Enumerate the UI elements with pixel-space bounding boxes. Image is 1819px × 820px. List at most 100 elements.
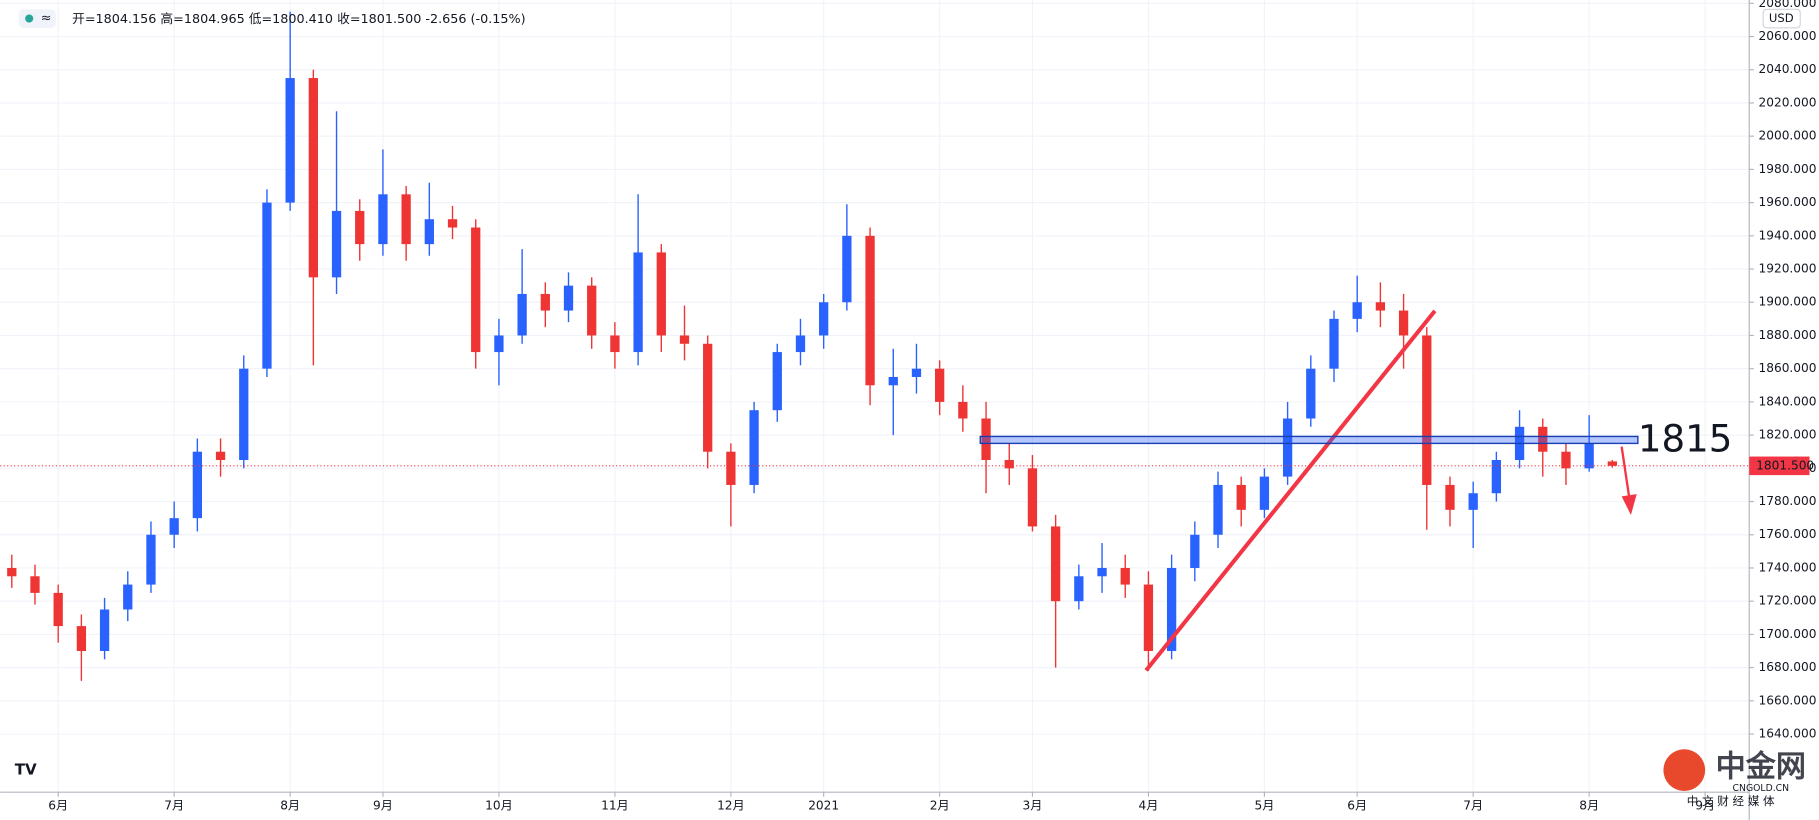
candle-body	[215, 451, 226, 461]
candle-body	[262, 202, 272, 369]
candle-body	[239, 368, 249, 461]
y-tick-label: 2020.000	[1758, 95, 1816, 109]
watermark-tag: 中 文 财 经 媒 体	[1687, 794, 1775, 808]
candle-body	[911, 368, 922, 377]
candle-body	[169, 518, 179, 535]
status-dot	[25, 14, 34, 23]
candle-body	[1468, 493, 1478, 510]
candle-body	[1166, 567, 1177, 652]
y-tick-label: 2080.000	[1758, 0, 1816, 10]
y-tick-label: 1920.000	[1758, 262, 1816, 276]
candle-body	[1352, 302, 1362, 319]
y-tick-label: 1760.000	[1758, 527, 1816, 541]
x-tick-label: 10月	[485, 799, 513, 813]
candle-body	[1120, 567, 1130, 585]
tv-logo	[9, 757, 42, 783]
y-tick-label: 1900.000	[1758, 295, 1816, 309]
candle-body	[1398, 310, 1409, 336]
y-tick-label: 1660.000	[1758, 693, 1816, 707]
candle-body	[610, 335, 620, 353]
trend-line	[1144, 309, 1437, 672]
x-tick-label: 2021	[808, 799, 839, 813]
x-tick-label: 6月	[1347, 799, 1367, 813]
candle-body	[726, 451, 736, 485]
candle-body	[1584, 443, 1594, 469]
arrow-shaft	[1620, 446, 1631, 502]
candle-body	[1259, 476, 1270, 510]
candle-body	[1607, 461, 1617, 466]
y-tick-label: 1780.000	[1758, 494, 1816, 508]
y-tick-label: 1960.000	[1758, 195, 1816, 209]
candle-body	[679, 335, 690, 344]
candle-body	[842, 235, 852, 303]
candle-body	[517, 293, 527, 336]
candle-body	[494, 335, 504, 353]
candle-body	[563, 285, 574, 311]
x-tick-label: 8月	[280, 799, 300, 813]
y-tick-label: 1680.000	[1758, 660, 1816, 674]
y-tick-label: 1940.000	[1758, 228, 1816, 242]
candle-body	[355, 210, 365, 245]
ohlc-header: 开=1804.156 高=1804.965 低=1800.410 收=1801.…	[72, 11, 526, 27]
tv-logo-text: TV	[15, 761, 37, 779]
candle-body	[308, 78, 318, 278]
candle-body	[146, 534, 156, 585]
candle-body	[865, 235, 875, 386]
candle-body	[888, 376, 898, 386]
candle-body	[331, 210, 342, 278]
x-tick-label: 12月	[717, 799, 745, 813]
candle-body	[703, 343, 713, 452]
candle-body	[1097, 567, 1107, 577]
x-tick-label: 4月	[1138, 799, 1158, 813]
candle-body	[1538, 426, 1548, 452]
x-tick-label: 9月	[373, 799, 393, 813]
candle-body	[1143, 584, 1154, 652]
candle-body	[1306, 368, 1316, 419]
x-tick-label: 7月	[164, 799, 184, 813]
candle-body	[1329, 318, 1339, 369]
y-tick-label: 2060.000	[1758, 29, 1816, 43]
y-tick-label: 1720.000	[1758, 594, 1816, 608]
x-tick-label: 9月	[1695, 799, 1715, 813]
y-tick-label: 1740.000	[1758, 560, 1816, 574]
candle-body	[656, 252, 666, 336]
candle-body	[633, 252, 643, 353]
candle-body	[1027, 468, 1038, 527]
y-tick-label: 2040.000	[1758, 62, 1816, 76]
candle-body	[981, 418, 991, 461]
arrow-head	[1621, 494, 1637, 515]
x-tick-label: 6月	[48, 799, 68, 813]
y-tick-label: 1640.000	[1758, 727, 1816, 741]
last-price-label: 1801.500	[1756, 458, 1814, 472]
y-tick-label: 2000.000	[1758, 129, 1816, 143]
candle-body	[1561, 451, 1571, 469]
candle-body	[540, 293, 550, 311]
candle-body	[1236, 484, 1246, 510]
currency-select[interactable]	[1762, 8, 1801, 29]
candle-body	[401, 194, 411, 245]
x-tick-label: 8月	[1579, 799, 1599, 813]
y-tick-label: 1980.000	[1758, 162, 1816, 176]
last-price-box	[1749, 456, 1810, 476]
candle-body	[935, 368, 945, 402]
watermark: 中金网	[1716, 748, 1806, 784]
candle-body	[1190, 534, 1200, 568]
candle-body	[1445, 484, 1455, 510]
candle-body	[819, 302, 829, 336]
legend-toggle[interactable]	[18, 9, 56, 28]
y-tick-label: 1880.000	[1758, 328, 1816, 342]
y-tick-label: 1840.000	[1758, 394, 1816, 408]
candle-body	[1491, 460, 1502, 494]
candles	[7, 11, 1617, 681]
x-tick-label: 5月	[1254, 799, 1274, 813]
candle-body	[447, 219, 458, 228]
candle-body	[1213, 484, 1223, 535]
candle-body	[1282, 418, 1293, 477]
x-tick-label: 2月	[930, 799, 950, 813]
candle-body	[53, 592, 63, 627]
candle-body	[772, 352, 782, 411]
currency-label: USD	[1769, 11, 1794, 25]
